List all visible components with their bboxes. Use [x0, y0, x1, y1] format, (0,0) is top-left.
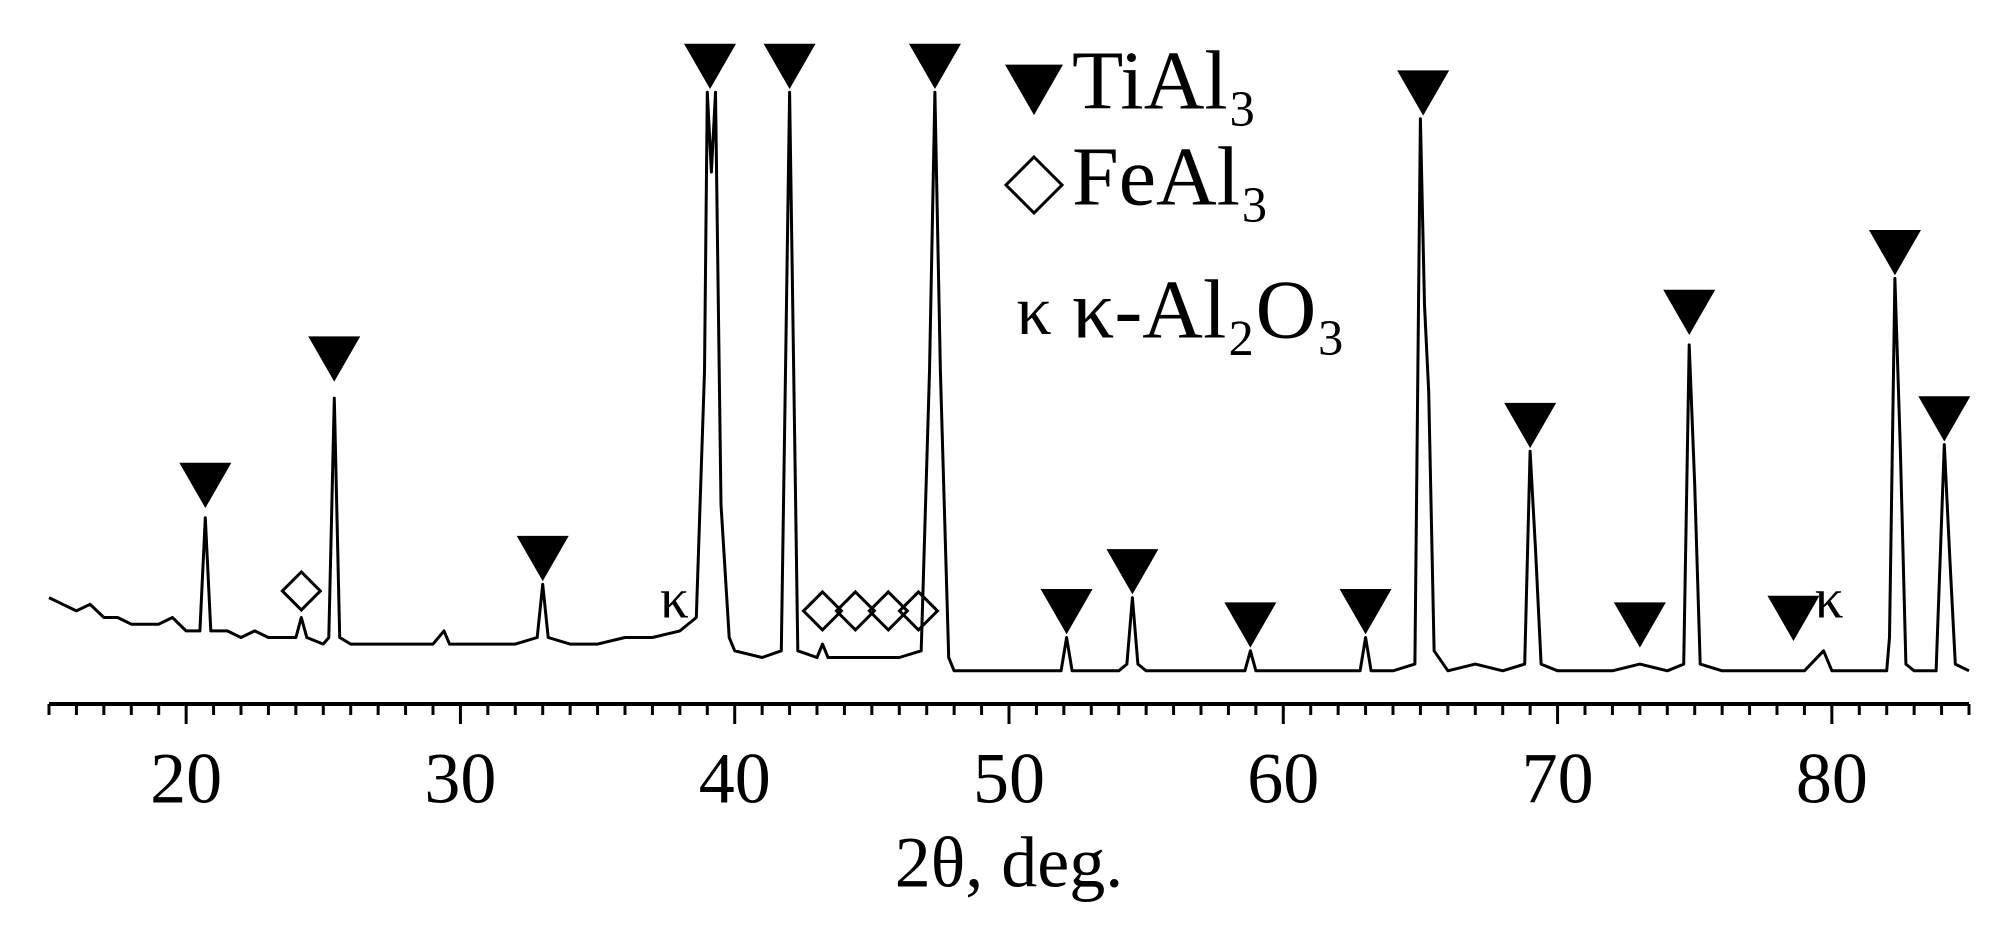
x-tick-label: 80 [1796, 739, 1868, 819]
triangle-marker [516, 535, 569, 582]
legend-label: TiAl₃ [1072, 34, 1257, 127]
triangle-marker [763, 43, 816, 89]
x-tick-label: 40 [699, 739, 771, 819]
triangle-marker [908, 43, 961, 89]
triangle-marker [1918, 396, 1971, 442]
pattern-line [48, 90, 1970, 673]
triangle-marker [179, 462, 232, 508]
x-tick-label: 70 [1522, 739, 1594, 819]
legend-symbol [1003, 154, 1065, 216]
triangle-marker [684, 43, 737, 89]
diamond-marker [834, 589, 877, 633]
kappa-marker: κ [1815, 567, 1844, 630]
triangle-marker [1663, 289, 1716, 336]
triangle-marker [1613, 602, 1666, 648]
triangle-marker [1106, 549, 1159, 595]
triangle-marker [1504, 402, 1557, 449]
kappa-marker: κ [660, 567, 689, 630]
legend-symbol: κ [1016, 272, 1051, 350]
triangle-marker [1224, 602, 1277, 648]
triangle-marker [1040, 589, 1093, 635]
triangle-marker [1397, 70, 1450, 116]
x-tick-label: 30 [424, 739, 496, 819]
triangle-marker [1868, 229, 1921, 276]
x-tick-label: 60 [1247, 739, 1319, 819]
diamond-marker [867, 589, 910, 633]
diamond-marker [897, 589, 940, 633]
triangle-marker [308, 336, 361, 382]
legend-symbol [1005, 64, 1063, 116]
triangle-marker [1767, 595, 1820, 641]
triangle-marker [1339, 589, 1392, 635]
diamond-marker [280, 569, 323, 613]
x-tick-label: 20 [150, 739, 222, 819]
x-tick-label: 50 [973, 739, 1045, 819]
diamond-marker [801, 589, 844, 633]
legend-label: FeAl₃ [1072, 130, 1269, 223]
legend-label: κ-Al₂O₃ [1072, 263, 1346, 356]
x-axis-label: 2θ, deg. [895, 823, 1123, 903]
